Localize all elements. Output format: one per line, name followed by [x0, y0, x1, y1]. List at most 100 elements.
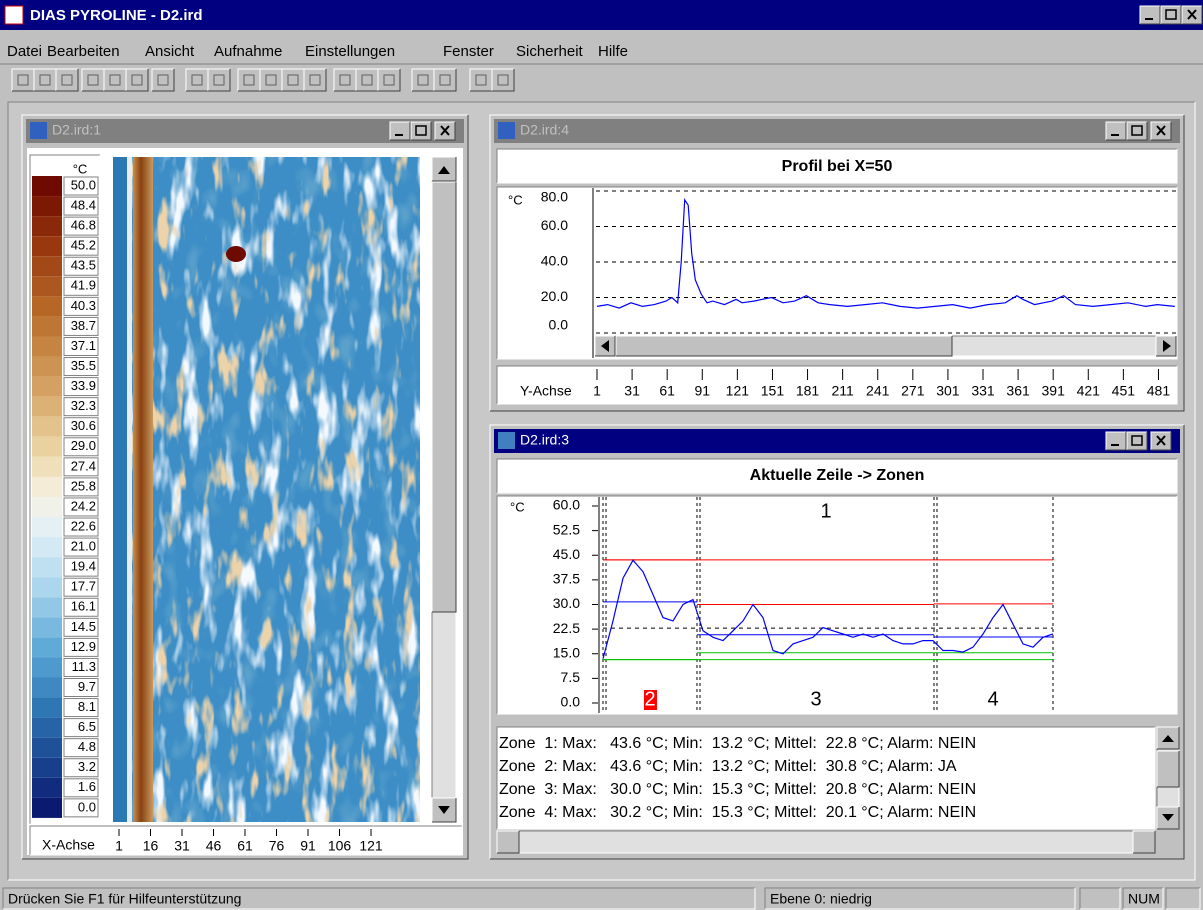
- minimize-button[interactable]: [1106, 122, 1126, 140]
- scale-swatch: [32, 336, 62, 356]
- scale-swatch: [32, 377, 62, 397]
- x-tick-label: 31: [624, 383, 640, 399]
- toolbar-button[interactable]: [492, 69, 514, 91]
- toolbar-button[interactable]: [152, 69, 174, 91]
- thermogram-hot: [113, 157, 420, 822]
- toolbar-button[interactable]: [126, 69, 148, 91]
- edge-strip: [127, 157, 132, 822]
- scale-label: 21.0: [71, 539, 96, 554]
- scale-swatch: [32, 698, 62, 718]
- edge-strip: [113, 157, 127, 822]
- toolbar-button[interactable]: [282, 69, 304, 91]
- scale-swatch: [32, 617, 62, 637]
- x-tick-label: 301: [936, 383, 960, 399]
- zone-list-row: Zone 2: Max: 43.6 °C; Min: 13.2 °C; Mitt…: [499, 758, 957, 775]
- toolbar-button[interactable]: [56, 69, 78, 91]
- hot-spot: [226, 246, 246, 262]
- scale-label: 48.4: [71, 197, 96, 212]
- scale-swatch: [32, 678, 62, 698]
- x-tick-label: 271: [901, 383, 925, 399]
- window-title: D2.ird:1: [52, 122, 101, 138]
- window-icon: [498, 122, 515, 139]
- x-tick-label: 106: [328, 838, 352, 854]
- scale-unit: °C: [73, 161, 88, 176]
- scroll-right[interactable]: [1133, 831, 1155, 853]
- scale-label: 1.6: [78, 779, 96, 794]
- maximize-button[interactable]: [411, 122, 431, 140]
- scale-label: 8.1: [78, 699, 96, 714]
- app-icon: [5, 6, 23, 24]
- y-unit: °C: [508, 192, 523, 207]
- scale-label: 16.1: [71, 599, 96, 614]
- scale-swatch: [32, 236, 62, 256]
- menu-item[interactable]: Datei: [7, 43, 42, 60]
- toolbar-button[interactable]: [104, 69, 126, 91]
- menu-item[interactable]: Bearbeiten: [47, 43, 120, 60]
- zone-list-row: Zone 3: Max: 30.0 °C; Min: 15.3 °C; Mitt…: [499, 781, 976, 798]
- toolbar-button[interactable]: [304, 69, 326, 91]
- maximize-button[interactable]: [1161, 6, 1181, 24]
- x-tick-label: 1: [593, 383, 601, 399]
- maximize-button[interactable]: [1127, 432, 1147, 450]
- scale-swatch: [32, 798, 62, 818]
- toolbar-button[interactable]: [34, 69, 56, 91]
- toolbar-button[interactable]: [208, 69, 230, 91]
- x-tick-label: 16: [143, 838, 159, 854]
- scale-label: 6.5: [78, 719, 96, 734]
- scale-label: 24.2: [71, 498, 96, 513]
- scale-label: 25.8: [71, 478, 96, 493]
- scale-swatch: [32, 738, 62, 758]
- y-tick-label: 30.0: [553, 595, 580, 611]
- toolbar-button[interactable]: [356, 69, 378, 91]
- scroll-thumb[interactable]: [1157, 751, 1179, 787]
- toolbar-button[interactable]: [434, 69, 456, 91]
- toolbar-button[interactable]: [238, 69, 260, 91]
- x-tick-label: 211: [831, 383, 854, 399]
- maximize-button[interactable]: [1127, 122, 1147, 140]
- toolbar-button[interactable]: [186, 69, 208, 91]
- minimize-button[interactable]: [1140, 6, 1160, 24]
- scale-label: 12.9: [71, 639, 96, 654]
- app-title: DIAS PYROLINE - D2.ird: [30, 7, 203, 24]
- x-tick-label: 76: [269, 838, 285, 854]
- scale-swatch: [32, 316, 62, 336]
- menu-item[interactable]: Einstellungen: [305, 43, 395, 60]
- toolbar-button[interactable]: [82, 69, 104, 91]
- scale-swatch: [32, 718, 62, 738]
- x-tick-label: 46: [206, 838, 222, 854]
- y-tick-label: 15.0: [553, 644, 580, 660]
- menu-item[interactable]: Aufnahme: [214, 43, 282, 60]
- scale-swatch: [32, 537, 62, 557]
- y-tick-label: 80.0: [541, 189, 568, 205]
- minimize-button[interactable]: [1106, 432, 1126, 450]
- scale-swatch: [32, 457, 62, 477]
- window-icon: [30, 122, 47, 139]
- scale-label: 46.8: [71, 218, 96, 233]
- toolbar-button[interactable]: [260, 69, 282, 91]
- window-title: D2.ird:3: [520, 432, 569, 448]
- menu-item[interactable]: Ansicht: [145, 43, 195, 60]
- x-axis-label: Y-Achse: [520, 383, 572, 399]
- menu-item[interactable]: Hilfe: [598, 43, 628, 60]
- toolbar-button[interactable]: [470, 69, 492, 91]
- toolbar-button[interactable]: [412, 69, 434, 91]
- status-num: NUM: [1128, 891, 1160, 907]
- scroll-thumb[interactable]: [616, 336, 952, 356]
- y-tick-label: 52.5: [553, 521, 580, 537]
- menu-item[interactable]: Fenster: [443, 43, 494, 60]
- x-axis-label: X-Achse: [42, 837, 95, 853]
- window-title-bar: [494, 119, 1180, 143]
- toolbar-button[interactable]: [378, 69, 400, 91]
- minimize-button[interactable]: [390, 122, 410, 140]
- toolbar-button[interactable]: [334, 69, 356, 91]
- scale-label: 29.0: [71, 438, 96, 453]
- scroll-thumb[interactable]: [432, 182, 456, 612]
- toolbar-button[interactable]: [12, 69, 34, 91]
- scale-swatch: [32, 397, 62, 417]
- x-tick-label: 121: [359, 838, 383, 854]
- chart-title: Aktuelle Zeile -> Zonen: [750, 467, 925, 484]
- scroll-left[interactable]: [497, 831, 519, 853]
- hot-stripe: [133, 157, 153, 822]
- scale-label: 11.3: [72, 659, 96, 674]
- menu-item[interactable]: Sicherheit: [516, 43, 584, 60]
